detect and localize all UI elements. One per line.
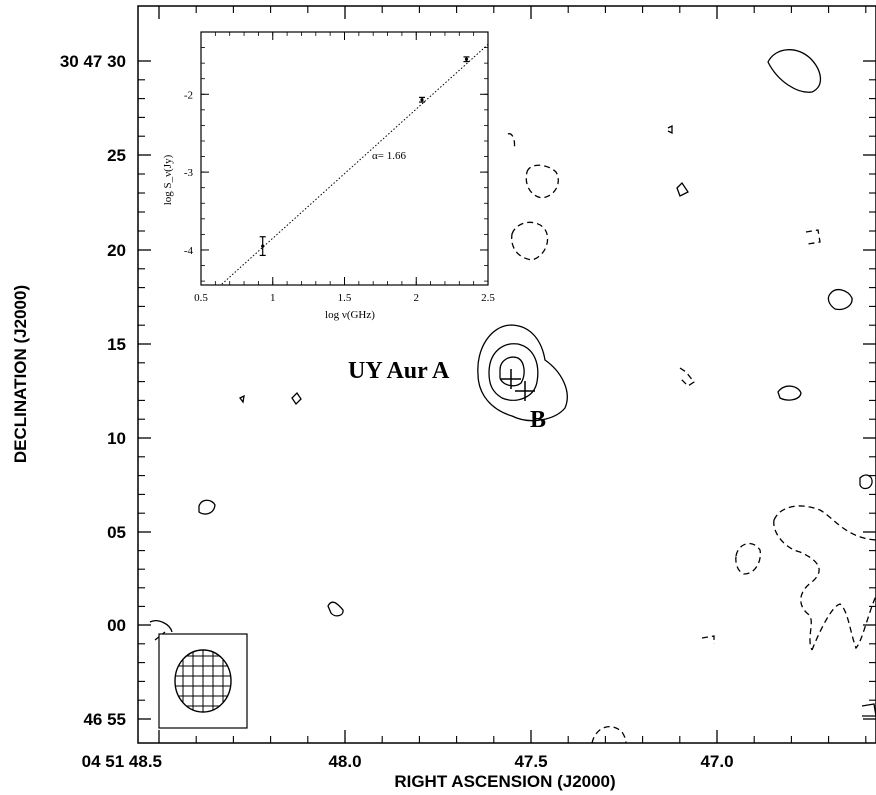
- main-tick-labels: 04 51 48.5 48.0 47.5 47.0 30 47 30 25 20 15 10 05…: [60, 52, 734, 771]
- inset-ticks: [200, 32, 489, 285]
- inset-x-tick-label: 0.5: [194, 292, 208, 304]
- x-tick-label: 47.0: [700, 752, 733, 771]
- inset-spectrum: 0.5 1 1.5 2 2.5 -2 -3 -4 log ν(GHz) log S_ν(Jy)…: [162, 31, 496, 321]
- y-tick-label: 15: [107, 335, 126, 354]
- inset-y-tick-label: -4: [184, 245, 194, 257]
- y-tick-label: 25: [107, 146, 126, 165]
- beam-box: [158, 633, 248, 729]
- inset-marks: [220, 44, 488, 285]
- y-tick-label: 05: [107, 523, 126, 542]
- beam-ellipse: [174, 649, 232, 713]
- inset-alpha-annotation: α= 1.66: [372, 150, 406, 162]
- x-axis-title: RIGHT ASCENSION (J2000): [394, 772, 615, 791]
- inset-x-label: log ν(GHz): [325, 309, 375, 321]
- main-plot-frame: [137, 5, 876, 744]
- main-ticks: [138, 6, 876, 743]
- x-tick-label: 04 51 48.5: [82, 752, 162, 771]
- inset-tick-labels: 0.5 1 1.5 2 2.5 -2 -3 -4: [184, 89, 496, 304]
- inset-y-tick-label: -3: [184, 167, 194, 179]
- inset-y-label: log S_ν(Jy): [162, 154, 174, 205]
- inset-data-point: [463, 56, 470, 63]
- label-uy-aur-a: UY Aur A: [348, 358, 450, 384]
- y-tick-label: 10: [107, 429, 126, 448]
- y-tick-label: 00: [107, 616, 126, 635]
- inset-fit-line: [220, 44, 488, 285]
- inset-x-tick-label: 2.5: [481, 292, 495, 304]
- y-tick-label: 30 47 30: [60, 52, 126, 71]
- inset-x-tick-label: 1.5: [338, 292, 352, 304]
- source-markers: [501, 369, 535, 401]
- inset-x-tick-label: 1: [270, 292, 276, 304]
- x-tick-label: 47.5: [514, 752, 547, 771]
- inset-data-point: [418, 96, 425, 103]
- inset-frame: [200, 31, 489, 286]
- x-tick-label: 48.0: [328, 752, 361, 771]
- inset-x-tick-label: 2: [414, 292, 420, 304]
- y-tick-label: 46 55: [83, 710, 126, 729]
- inset-data-point: [259, 236, 266, 257]
- y-axis-title: DECLINATION (J2000): [11, 285, 30, 463]
- y-tick-label: 20: [107, 241, 126, 260]
- label-b: B: [530, 407, 546, 433]
- inset-y-tick-label: -2: [184, 89, 193, 101]
